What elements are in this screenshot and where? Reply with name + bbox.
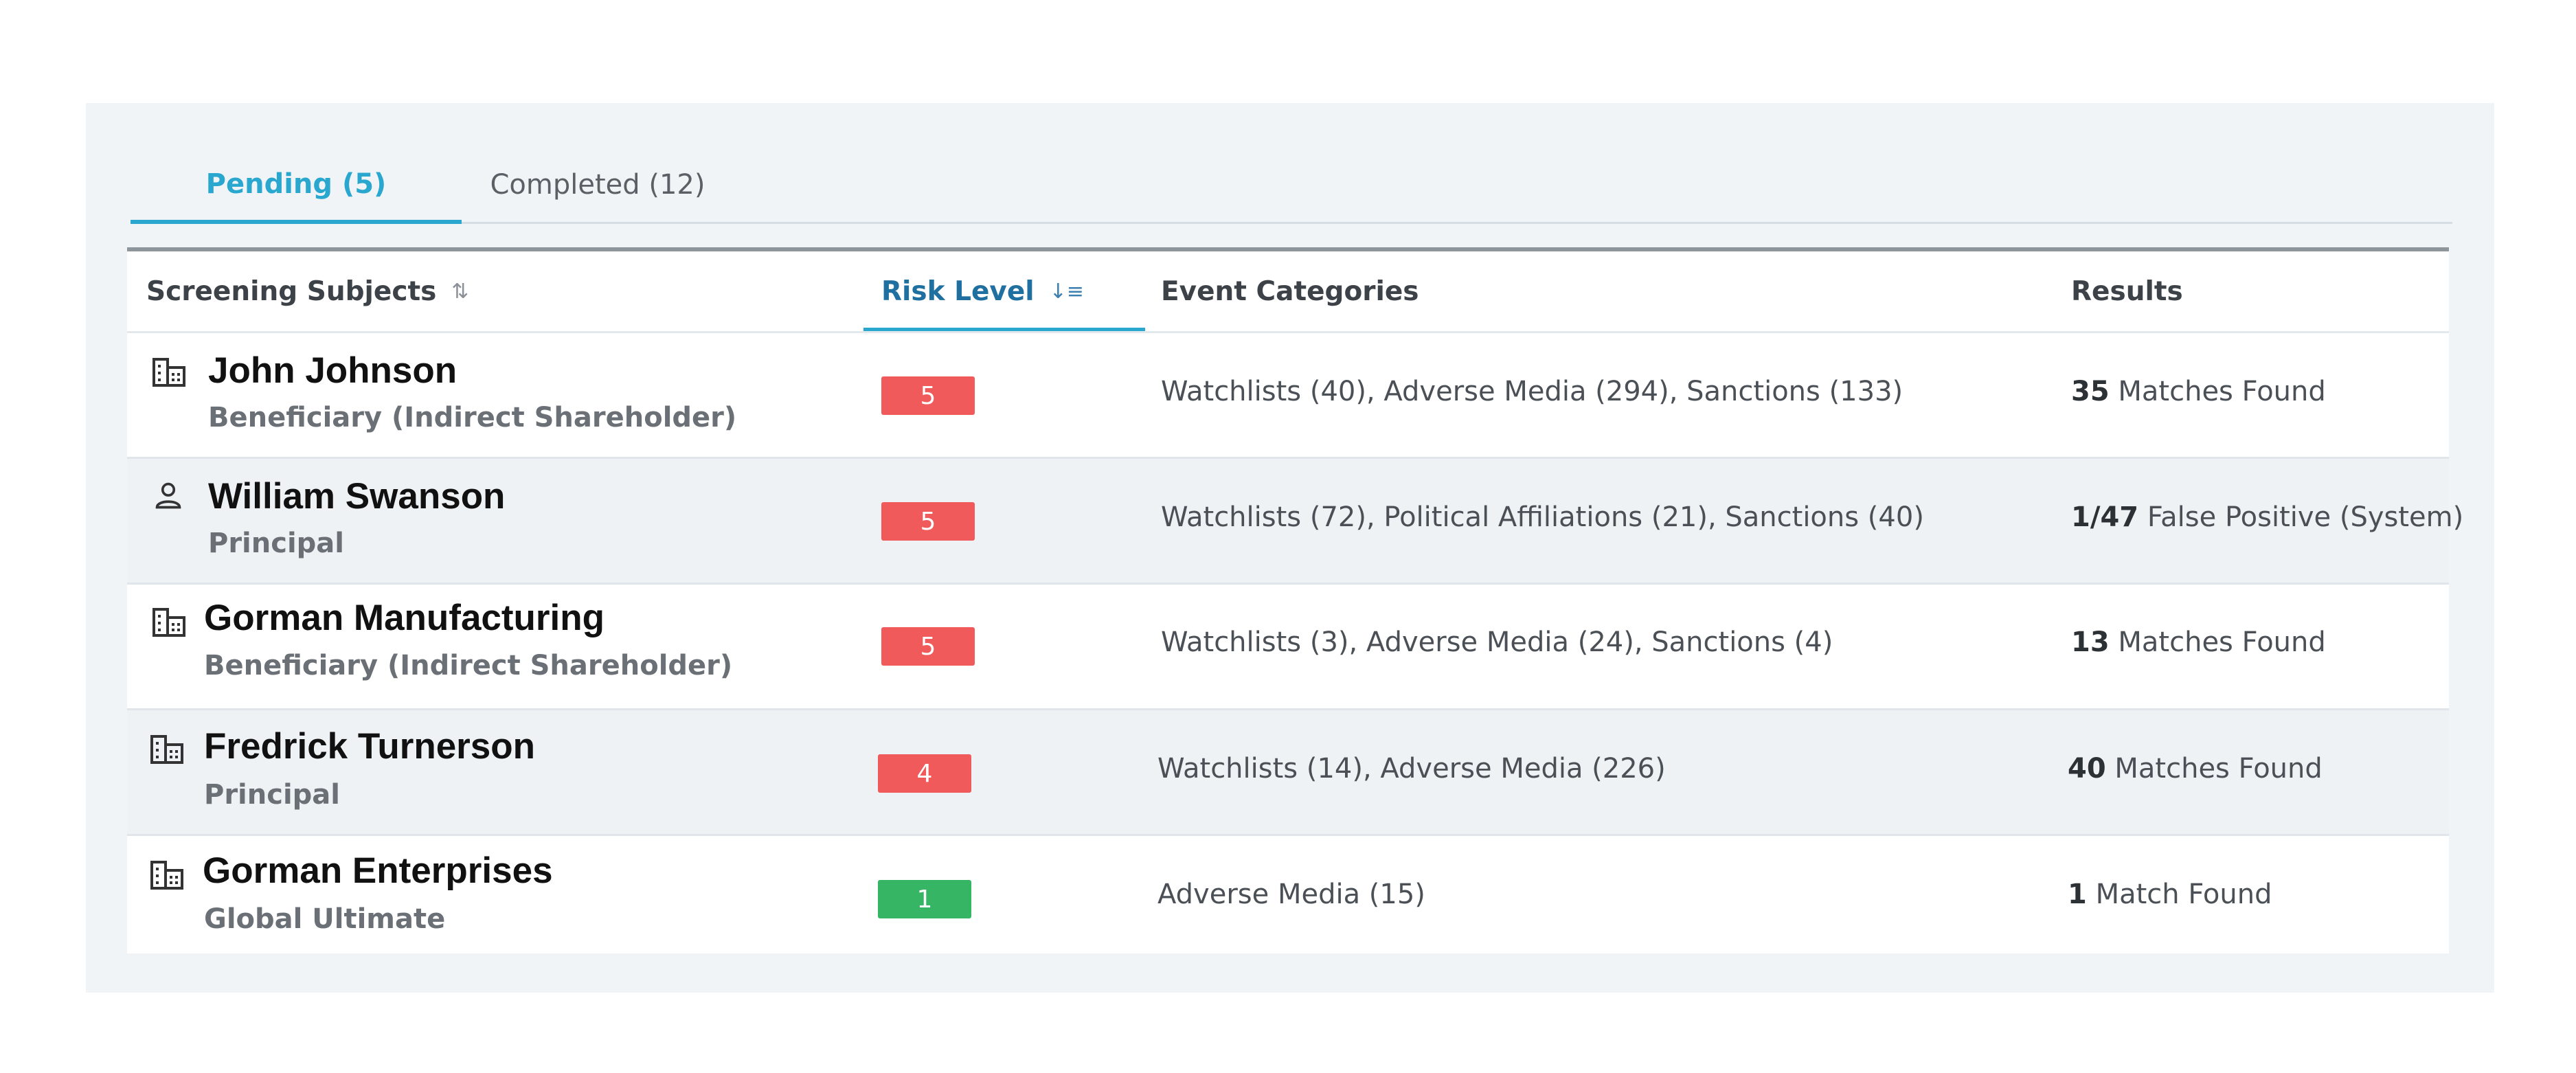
table-row[interactable]: Gorman Manufacturing Beneficiary (Indire… xyxy=(127,585,2449,710)
result-text: False Positive (System) xyxy=(2147,501,2464,533)
result-count: 1/47 xyxy=(2071,501,2139,533)
event-categories: Watchlists (3), Adverse Media (24), Sanc… xyxy=(1161,626,1833,658)
result-count: 40 xyxy=(2068,753,2106,784)
risk-badge: 1 xyxy=(878,880,971,918)
event-categories: Watchlists (14), Adverse Media (226) xyxy=(1157,753,1666,784)
result-summary[interactable]: 1 Match Found xyxy=(2068,879,2272,910)
result-text: Matches Found xyxy=(2114,753,2323,784)
subject-name[interactable]: John Johnson xyxy=(208,350,457,391)
subject-role: Principal xyxy=(204,779,340,811)
sort-descending-icon[interactable]: ↓≡ xyxy=(1049,279,1084,304)
column-header-results-label: Results xyxy=(2071,275,2183,307)
tab-pending[interactable]: Pending (5) xyxy=(131,148,462,224)
result-summary[interactable]: 1/47 False Positive (System) xyxy=(2071,501,2463,533)
event-categories: Adverse Media (15) xyxy=(1157,879,1425,910)
risk-badge: 5 xyxy=(881,627,975,666)
column-header-risk-label: Risk Level xyxy=(881,275,1035,307)
active-sort-indicator xyxy=(863,328,1145,331)
table-row[interactable]: Fredrick Turnerson Principal 4 Watchlist… xyxy=(127,710,2449,836)
subject-role: Global Ultimate xyxy=(204,903,446,935)
result-count: 1 xyxy=(2068,879,2087,910)
column-header-events-label: Event Categories xyxy=(1161,275,1419,307)
sort-icon[interactable]: ⇅ xyxy=(451,279,469,304)
subject-name[interactable]: William Swanson xyxy=(208,476,506,517)
subject-name[interactable]: Gorman Manufacturing xyxy=(204,598,605,638)
column-header-events: Event Categories xyxy=(1161,251,1419,331)
event-categories: Watchlists (40), Adverse Media (294), Sa… xyxy=(1161,376,1903,407)
column-header-subjects[interactable]: Screening Subjects ⇅ xyxy=(146,251,468,331)
result-summary[interactable]: 35 Matches Found xyxy=(2071,376,2326,407)
subject-role: Beneficiary (Indirect Shareholder) xyxy=(208,402,737,433)
column-header-subjects-label: Screening Subjects xyxy=(146,275,437,307)
subject-name[interactable]: Fredrick Turnerson xyxy=(204,726,536,767)
building-icon xyxy=(152,608,185,637)
building-icon xyxy=(152,358,185,387)
screening-table: Screening Subjects ⇅ Risk Level ↓≡ Event… xyxy=(127,247,2463,953)
column-header-risk[interactable]: Risk Level ↓≡ xyxy=(881,251,1084,331)
risk-badge: 5 xyxy=(881,376,975,415)
building-icon xyxy=(150,861,183,890)
table-row[interactable]: John Johnson Beneficiary (Indirect Share… xyxy=(127,333,2449,459)
subject-name[interactable]: Gorman Enterprises xyxy=(203,850,553,891)
result-text: Matches Found xyxy=(2118,626,2326,658)
table-row[interactable]: Gorman Enterprises Global Ultimate 1 Adv… xyxy=(127,836,2449,953)
risk-badge: 4 xyxy=(878,754,971,793)
tab-bar: Pending (5) Completed (12) xyxy=(131,148,2452,224)
result-summary[interactable]: 13 Matches Found xyxy=(2071,626,2326,658)
result-text: Matches Found xyxy=(2118,376,2326,407)
result-text: Match Found xyxy=(2095,879,2272,910)
risk-badge: 5 xyxy=(881,502,975,541)
event-categories: Watchlists (72), Political Affiliations … xyxy=(1161,501,1924,533)
table-header: Screening Subjects ⇅ Risk Level ↓≡ Event… xyxy=(127,251,2449,333)
subject-role: Beneficiary (Indirect Shareholder) xyxy=(204,650,733,681)
result-count: 13 xyxy=(2071,626,2110,658)
column-header-results: Results xyxy=(2071,251,2183,331)
tab-completed[interactable]: Completed (12) xyxy=(490,169,705,201)
result-summary[interactable]: 40 Matches Found xyxy=(2068,753,2323,784)
person-icon xyxy=(155,482,181,509)
screening-panel: Pending (5) Completed (12) Screening Sub… xyxy=(86,103,2494,993)
result-count: 35 xyxy=(2071,376,2110,407)
table-row[interactable]: William Swanson Principal 5 Watchlists (… xyxy=(127,459,2463,585)
subject-role: Principal xyxy=(208,528,344,559)
building-icon xyxy=(150,735,183,764)
